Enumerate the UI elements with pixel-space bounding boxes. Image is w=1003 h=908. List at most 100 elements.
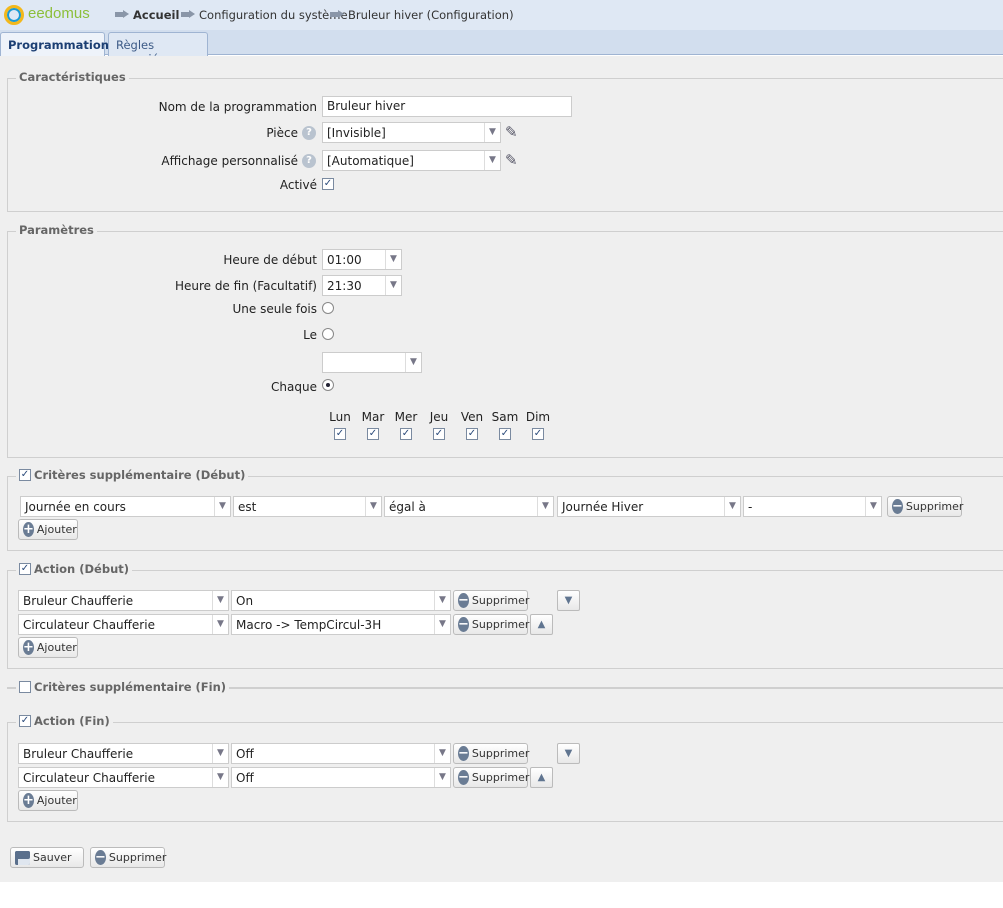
action-ajouter-button[interactable]: + Ajouter bbox=[18, 790, 78, 811]
label: Sauver bbox=[33, 851, 72, 864]
day-checkbox[interactable]: ✓ bbox=[400, 428, 412, 440]
critere-extra-select[interactable]: - ▼ bbox=[743, 496, 882, 517]
tab-regles-associees[interactable]: Règles associées bbox=[108, 32, 208, 66]
value: Off bbox=[236, 771, 254, 785]
heure-debut-label: Heure de début bbox=[223, 253, 317, 267]
legend-caracteristiques: Caractéristiques bbox=[16, 70, 129, 84]
action-device-select[interactable]: Circulateur Chaufferie ▼ bbox=[18, 614, 229, 635]
action-fin-title: Action (Fin) bbox=[34, 714, 110, 728]
criteres-fin-checkbox[interactable] bbox=[19, 681, 31, 693]
critere-value-select[interactable]: Journée Hiver ▼ bbox=[557, 496, 741, 517]
action-supprimer-button[interactable]: − Supprimer bbox=[453, 743, 530, 764]
chaque-label: Chaque bbox=[271, 380, 317, 394]
heure-fin-select[interactable]: 21:30 ▼ bbox=[322, 275, 402, 296]
value: Journée en cours bbox=[25, 500, 126, 514]
action-device-select[interactable]: Bruleur Chaufferie ▼ bbox=[18, 743, 229, 764]
active-checkbox[interactable]: ✓ bbox=[322, 178, 334, 190]
value: Circulateur Chaufferie bbox=[23, 771, 155, 785]
help-icon[interactable]: ? bbox=[302, 126, 316, 140]
minus-circle-icon: − bbox=[458, 770, 469, 785]
critere-device-select[interactable]: Journée en cours ▼ bbox=[20, 496, 231, 517]
affichage-select[interactable]: [Automatique] ▼ bbox=[322, 150, 501, 171]
label: Ajouter bbox=[36, 523, 77, 536]
heure-debut-select[interactable]: 01:00 ▼ bbox=[322, 249, 402, 270]
value: Off bbox=[236, 747, 254, 761]
criteres-fin-title: Critères supplémentaire (Fin) bbox=[34, 680, 227, 694]
edit-pencil-icon[interactable]: ✎ bbox=[505, 123, 518, 141]
critere-operator-select[interactable]: égal à ▼ bbox=[384, 496, 554, 517]
chevron-down-icon: ▼ bbox=[212, 768, 228, 787]
supprimer-programmation-button[interactable]: − Supprimer bbox=[90, 847, 166, 868]
action-fin-checkbox[interactable]: ✓ bbox=[19, 715, 31, 727]
label: Ajouter bbox=[36, 794, 77, 807]
affichage-value: [Automatique] bbox=[327, 154, 414, 168]
fieldset-parametres bbox=[7, 231, 1003, 458]
day-checkbox[interactable]: ✓ bbox=[367, 428, 379, 440]
day-checkbox[interactable]: ✓ bbox=[499, 428, 511, 440]
action-debut-checkbox[interactable]: ✓ bbox=[19, 563, 31, 575]
legend-action-fin: ✓ Action (Fin) bbox=[16, 714, 113, 728]
move-up-button[interactable]: ▲ bbox=[530, 614, 553, 635]
move-down-button[interactable]: ▼ bbox=[557, 590, 580, 611]
action-value-select[interactable]: On ▼ bbox=[231, 590, 451, 611]
action-supprimer-button[interactable]: − Supprimer bbox=[453, 590, 529, 611]
une-seule-fois-radio[interactable] bbox=[322, 302, 334, 314]
action-device-select[interactable]: Bruleur Chaufferie ▼ bbox=[18, 590, 229, 611]
fieldset-caracteristiques bbox=[7, 78, 1003, 212]
action-supprimer-button[interactable]: − Supprimer bbox=[453, 614, 529, 635]
eedomus-logo-icon bbox=[4, 5, 24, 25]
day-checkbox[interactable]: ✓ bbox=[466, 428, 478, 440]
day-checkbox[interactable]: ✓ bbox=[334, 428, 346, 440]
criteres-debut-title: Critères supplémentaire (Début) bbox=[34, 468, 246, 482]
day-label: Dim bbox=[525, 410, 551, 424]
day-label: Sam bbox=[491, 410, 519, 424]
date-select[interactable]: ▼ bbox=[322, 352, 422, 373]
action-device-select[interactable]: Circulateur Chaufferie ▼ bbox=[18, 767, 229, 788]
chevron-down-icon: ▼ bbox=[537, 497, 553, 516]
sauver-button[interactable]: Sauver bbox=[10, 847, 84, 868]
breadcrumb-accueil[interactable]: Accueil bbox=[133, 8, 180, 22]
move-down-button[interactable]: ▼ bbox=[557, 743, 580, 764]
value: Journée Hiver bbox=[562, 500, 644, 514]
action-value-select[interactable]: Macro -> TempCircul-3H ▼ bbox=[231, 614, 451, 635]
legend-parametres: Paramètres bbox=[16, 223, 97, 237]
action-value-select[interactable]: Off ▼ bbox=[231, 743, 451, 764]
tab-programmation[interactable]: Programmation bbox=[0, 32, 109, 57]
critere-est-select[interactable]: est ▼ bbox=[233, 496, 382, 517]
critere-ajouter-button[interactable]: + Ajouter bbox=[18, 519, 78, 540]
chevron-down-icon: ▼ bbox=[434, 768, 450, 787]
chevron-down-icon: ▼ bbox=[484, 123, 500, 142]
piece-select[interactable]: [Invisible] ▼ bbox=[322, 122, 501, 143]
label: Supprimer bbox=[471, 771, 530, 784]
critere-supprimer-button[interactable]: − Supprimer bbox=[887, 496, 963, 517]
day-label: Jeu bbox=[429, 410, 449, 424]
move-up-button[interactable]: ▲ bbox=[530, 767, 553, 788]
plus-circle-icon: + bbox=[23, 640, 34, 655]
label: Supprimer bbox=[471, 747, 530, 760]
chevron-down-icon: ▼ bbox=[434, 591, 450, 610]
plus-circle-icon: + bbox=[23, 522, 34, 537]
chevron-down-icon: ▼ bbox=[385, 250, 401, 269]
day-checkbox[interactable]: ✓ bbox=[532, 428, 544, 440]
day-label: Lun bbox=[329, 410, 351, 424]
nom-label: Nom de la programmation bbox=[158, 100, 317, 114]
minus-circle-icon: − bbox=[458, 593, 469, 608]
help-icon[interactable]: ? bbox=[302, 154, 316, 168]
criteres-debut-checkbox[interactable]: ✓ bbox=[19, 469, 31, 481]
edit-pencil-icon[interactable]: ✎ bbox=[505, 151, 518, 169]
fieldset-action-fin bbox=[7, 722, 1003, 822]
action-ajouter-button[interactable]: + Ajouter bbox=[18, 637, 78, 658]
nom-input[interactable]: Bruleur hiver bbox=[322, 96, 572, 117]
minus-circle-icon: − bbox=[95, 850, 106, 865]
breadcrumb-configuration[interactable]: Configuration du système bbox=[199, 8, 348, 22]
arrow-right-icon bbox=[181, 10, 195, 19]
le-radio[interactable] bbox=[322, 328, 334, 340]
action-value-select[interactable]: Off ▼ bbox=[231, 767, 451, 788]
action-supprimer-button[interactable]: − Supprimer bbox=[453, 767, 530, 788]
legend-criteres-fin: Critères supplémentaire (Fin) bbox=[16, 680, 230, 694]
day-label: Ven bbox=[460, 410, 484, 424]
save-disk-icon bbox=[15, 850, 30, 865]
day-checkbox[interactable]: ✓ bbox=[433, 428, 445, 440]
chaque-radio[interactable] bbox=[322, 379, 334, 391]
heure-fin-label: Heure de fin (Facultatif) bbox=[174, 279, 317, 293]
